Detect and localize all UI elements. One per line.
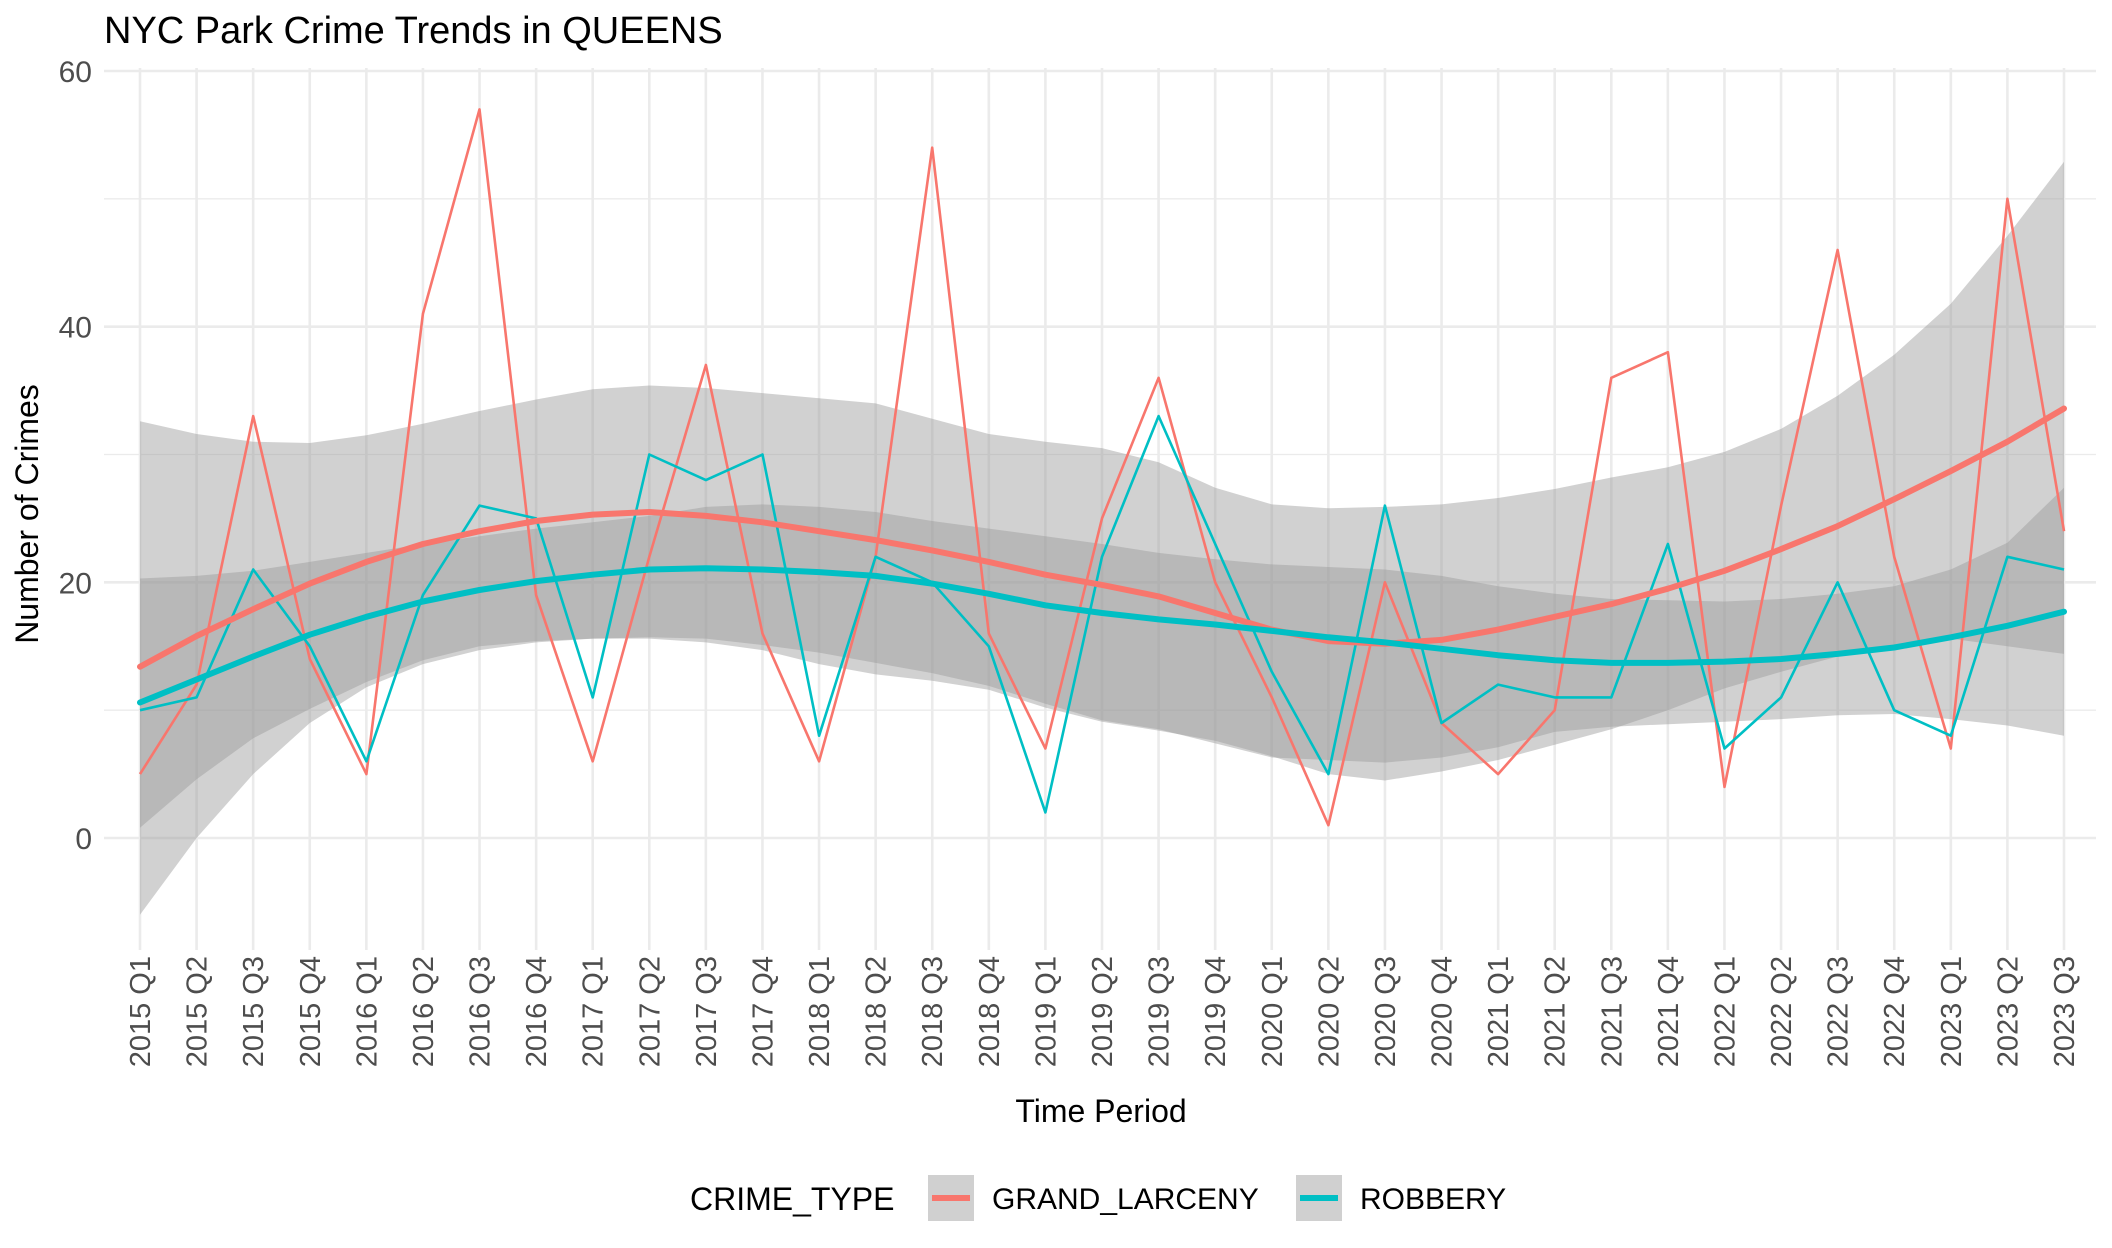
x-tick-label: 2016 Q2	[408, 956, 440, 1067]
legend-label: GRAND_LARCENY	[992, 1183, 1259, 1216]
x-tick-label: 2023 Q3	[2049, 956, 2081, 1067]
x-tick-label: 2016 Q1	[351, 956, 383, 1067]
x-tick-label: 2018 Q4	[974, 956, 1006, 1067]
x-tick-label: 2015 Q4	[295, 956, 327, 1067]
confidence-band	[140, 161, 2064, 915]
x-tick-label: 2021 Q3	[1596, 956, 1628, 1067]
x-tick-label: 2023 Q2	[1992, 956, 2024, 1067]
x-tick-label: 2018 Q3	[917, 956, 949, 1067]
x-tick-label: 2020 Q2	[1313, 956, 1345, 1067]
x-tick-label: 2023 Q1	[1936, 956, 1968, 1067]
legend-label: ROBBERY	[1360, 1183, 1506, 1216]
x-tick-label: 2019 Q1	[1030, 956, 1062, 1067]
y-tick-label: 20	[59, 567, 92, 600]
smooth-trend-lines	[137, 405, 2067, 706]
x-axis-tick-labels: 2015 Q1 2015 Q2 2015 Q3 2015 Q4 2016 Q1 2016 …	[125, 956, 2081, 1067]
x-tick-label: 2016 Q3	[465, 956, 497, 1067]
y-tick-label: 0	[75, 823, 92, 856]
trend-line	[137, 405, 2067, 670]
x-tick-label: 2017 Q2	[634, 956, 666, 1067]
x-tick-label: 2022 Q1	[1710, 956, 1742, 1067]
x-tick-label: 2017 Q4	[748, 956, 780, 1067]
x-tick-label: 2015 Q2	[182, 956, 214, 1067]
trend-line	[137, 565, 2067, 706]
y-axis-tick-labels: 0 20 40 60	[59, 56, 92, 856]
x-tick-label: 2019 Q4	[1200, 956, 1232, 1067]
legend-title: CRIME_TYPE	[690, 1181, 894, 1217]
x-tick-label: 2019 Q3	[1144, 956, 1176, 1067]
x-tick-label: 2022 Q3	[1823, 956, 1855, 1067]
x-tick-label: 2020 Q4	[1427, 956, 1459, 1067]
x-tick-label: 2020 Q1	[1257, 956, 1289, 1067]
x-tick-label: 2020 Q3	[1370, 956, 1402, 1067]
x-tick-label: 2022 Q4	[1879, 956, 1911, 1067]
x-tick-label: 2018 Q1	[804, 956, 836, 1067]
legend: CRIME_TYPE GRAND_LARCENY ROBBERY	[690, 1175, 1506, 1221]
x-tick-label: 2018 Q2	[861, 956, 893, 1067]
grid	[104, 68, 2096, 950]
x-tick-label: 2021 Q1	[1483, 956, 1515, 1067]
chart-title: NYC Park Crime Trends in QUEENS	[104, 10, 723, 52]
y-axis-label: Number of Crimes	[9, 384, 45, 644]
x-tick-label: 2019 Q2	[1087, 956, 1119, 1067]
x-tick-label: 2015 Q3	[238, 956, 270, 1067]
x-tick-label: 2021 Q4	[1653, 956, 1685, 1067]
x-tick-label: 2015 Q1	[125, 956, 157, 1067]
series-line	[138, 108, 2066, 827]
x-tick-label: 2021 Q2	[1540, 956, 1572, 1067]
x-axis-label: Time Period	[1015, 1093, 1186, 1129]
x-tick-label: 2016 Q4	[521, 956, 553, 1067]
x-tick-label: 2017 Q1	[578, 956, 610, 1067]
y-tick-label: 40	[59, 312, 92, 345]
x-tick-label: 2022 Q2	[1766, 956, 1798, 1067]
y-tick-label: 60	[59, 56, 92, 89]
x-tick-label: 2017 Q3	[691, 956, 723, 1067]
